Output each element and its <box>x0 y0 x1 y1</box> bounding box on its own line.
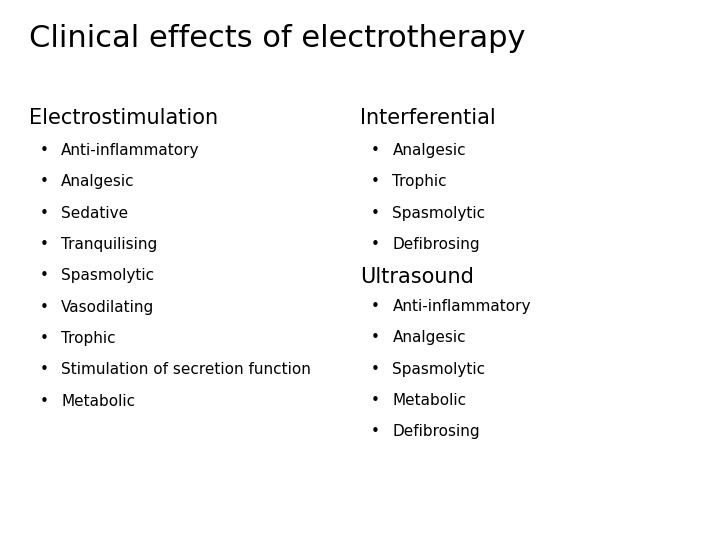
Text: Spasmolytic: Spasmolytic <box>61 268 154 284</box>
Text: Trophic: Trophic <box>392 174 447 190</box>
Text: Spasmolytic: Spasmolytic <box>392 362 485 377</box>
Text: •: • <box>40 174 48 190</box>
Text: •: • <box>40 394 48 409</box>
Text: Anti-inflammatory: Anti-inflammatory <box>392 299 531 314</box>
Text: Electrostimulation: Electrostimulation <box>29 108 218 128</box>
Text: Interferential: Interferential <box>360 108 496 128</box>
Text: •: • <box>371 299 379 314</box>
Text: •: • <box>371 424 379 440</box>
Text: Analgesic: Analgesic <box>61 174 135 190</box>
Text: •: • <box>40 268 48 284</box>
Text: •: • <box>40 362 48 377</box>
Text: Sedative: Sedative <box>61 206 128 221</box>
Text: •: • <box>371 174 379 190</box>
Text: Vasodilating: Vasodilating <box>61 300 155 315</box>
Text: •: • <box>371 330 379 346</box>
Text: Defibrosing: Defibrosing <box>392 424 480 440</box>
Text: Metabolic: Metabolic <box>61 394 135 409</box>
Text: Analgesic: Analgesic <box>392 143 466 158</box>
Text: Stimulation of secretion function: Stimulation of secretion function <box>61 362 311 377</box>
Text: •: • <box>371 143 379 158</box>
Text: •: • <box>371 393 379 408</box>
Text: •: • <box>40 331 48 346</box>
Text: •: • <box>40 237 48 252</box>
Text: Spasmolytic: Spasmolytic <box>392 206 485 221</box>
Text: Clinical effects of electrotherapy: Clinical effects of electrotherapy <box>29 24 526 53</box>
Text: •: • <box>40 206 48 221</box>
Text: Defibrosing: Defibrosing <box>392 237 480 252</box>
Text: Analgesic: Analgesic <box>392 330 466 346</box>
Text: Tranquilising: Tranquilising <box>61 237 158 252</box>
Text: Metabolic: Metabolic <box>392 393 467 408</box>
Text: Ultrasound: Ultrasound <box>360 267 474 287</box>
Text: Trophic: Trophic <box>61 331 116 346</box>
Text: •: • <box>371 362 379 377</box>
Text: Anti-inflammatory: Anti-inflammatory <box>61 143 199 158</box>
Text: •: • <box>371 206 379 221</box>
Text: •: • <box>371 237 379 252</box>
Text: •: • <box>40 300 48 315</box>
Text: •: • <box>40 143 48 158</box>
